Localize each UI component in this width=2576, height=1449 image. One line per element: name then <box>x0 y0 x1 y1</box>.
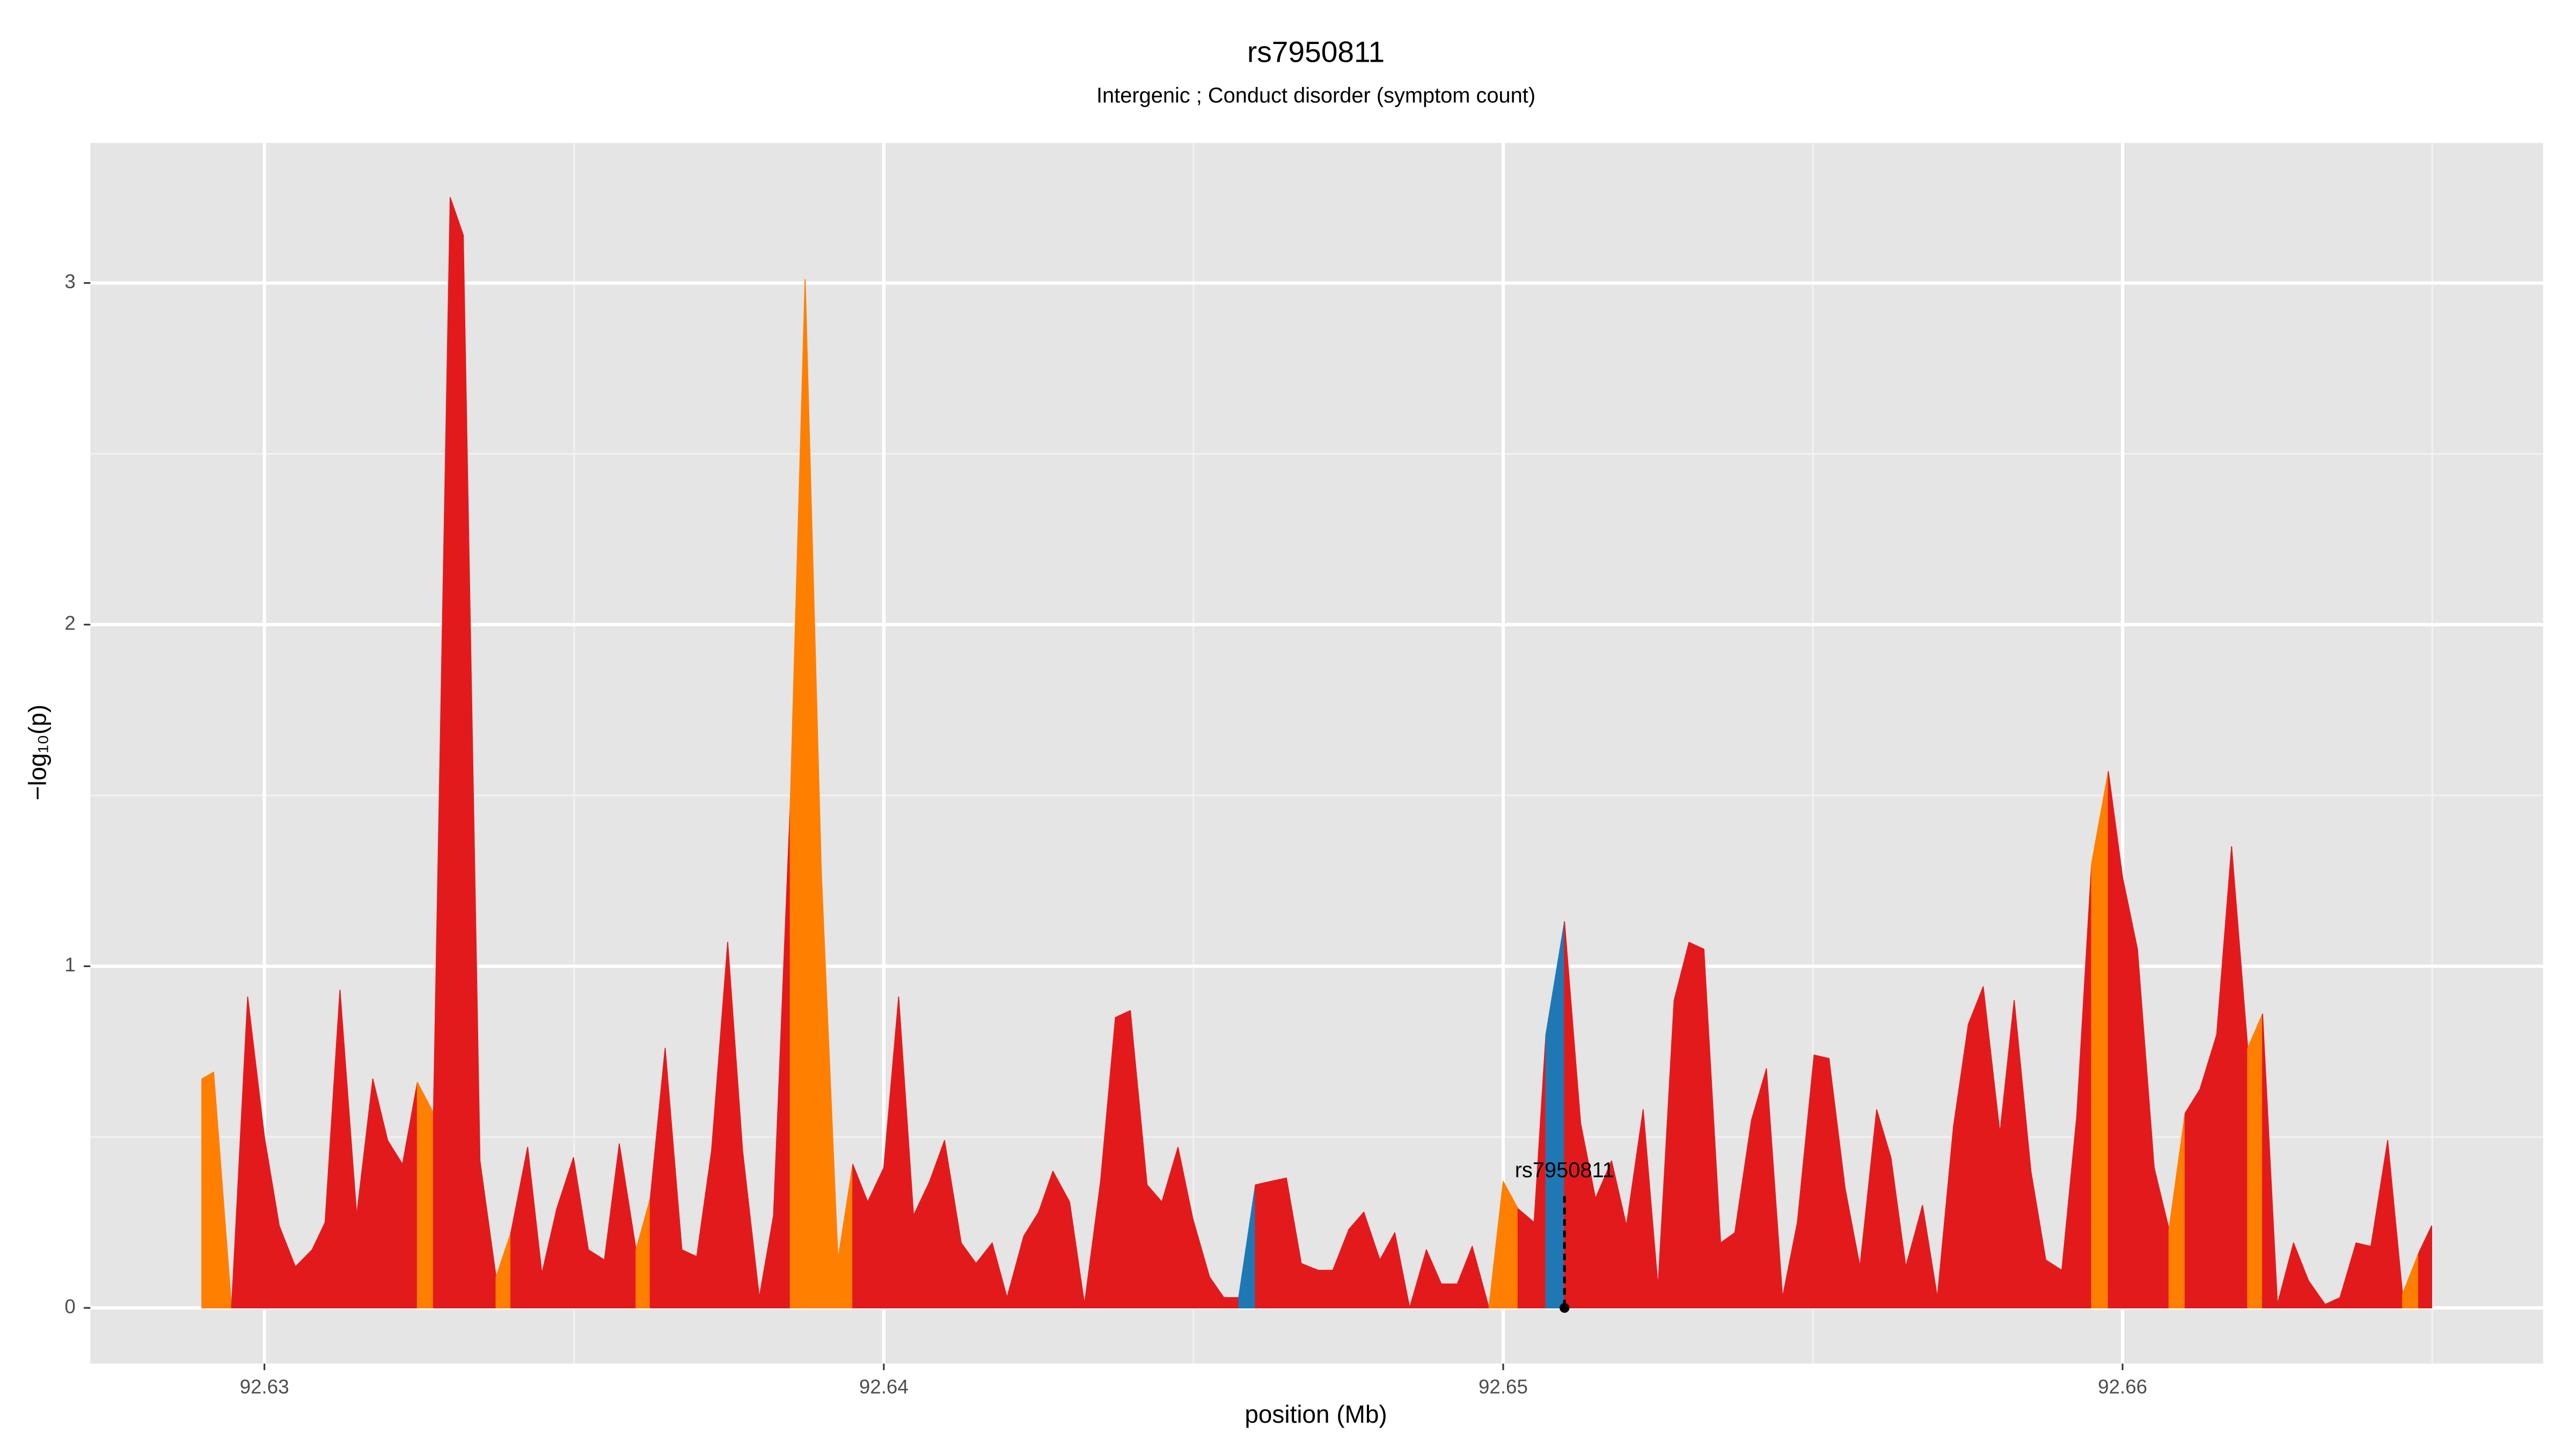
area-segment <box>2418 1225 2432 1308</box>
x-tick-label: 92.63 <box>240 1375 289 1397</box>
y-tick-label: 3 <box>64 270 75 292</box>
area-segment <box>1270 1177 1287 1308</box>
area-segment <box>1517 1208 1535 1308</box>
y-axis-label: −log₁₀(p) <box>24 705 52 801</box>
x-tick-label: 92.66 <box>2098 1375 2147 1397</box>
y-tick-label: 2 <box>64 612 75 634</box>
area-segment <box>213 1071 232 1308</box>
area-segment <box>1720 1232 1736 1308</box>
area-segment <box>1673 941 1690 1308</box>
area-segment <box>1317 1270 1334 1308</box>
area-segment <box>450 197 464 1308</box>
chart-title: rs7950811 <box>1247 35 1385 69</box>
y-tick-label: 1 <box>64 954 75 976</box>
chart-subtitle: Intergenic ; Conduct disorder (symptom c… <box>1096 84 1535 107</box>
area-segment <box>1688 941 1704 1308</box>
area-segment <box>387 1140 403 1308</box>
x-tick-label: 92.65 <box>1479 1375 1528 1397</box>
area-segment <box>2247 1013 2263 1308</box>
area-segment <box>416 1081 434 1308</box>
area-segment <box>588 1249 605 1308</box>
area-segment <box>1300 1263 1319 1308</box>
area-segment <box>681 1249 698 1308</box>
area-segment <box>2091 771 2109 1308</box>
area-segment <box>1967 986 1984 1308</box>
x-tick-label: 92.64 <box>859 1375 909 1397</box>
area-segment <box>1115 1010 1131 1308</box>
area-segment <box>201 1071 214 1308</box>
area-segment <box>2355 1242 2372 1308</box>
area-segment <box>1394 1232 1410 1308</box>
area-segment <box>2122 877 2138 1308</box>
area-segment <box>1440 1283 1458 1308</box>
area-segment <box>1813 1055 1829 1308</box>
area-segment <box>1146 1184 1162 1308</box>
area-segment <box>1223 1297 1240 1308</box>
area-segment <box>1472 1246 1490 1308</box>
annotation-point <box>1560 1302 1570 1313</box>
annotation-label: rs7950811 <box>1515 1158 1614 1182</box>
area-segment <box>1348 1211 1365 1308</box>
y-tick-label: 0 <box>64 1296 75 1318</box>
area-segment <box>2184 1088 2201 1308</box>
x-axis-label: position (Mb) <box>1245 1400 1387 1428</box>
area-segment <box>1255 1181 1271 1308</box>
